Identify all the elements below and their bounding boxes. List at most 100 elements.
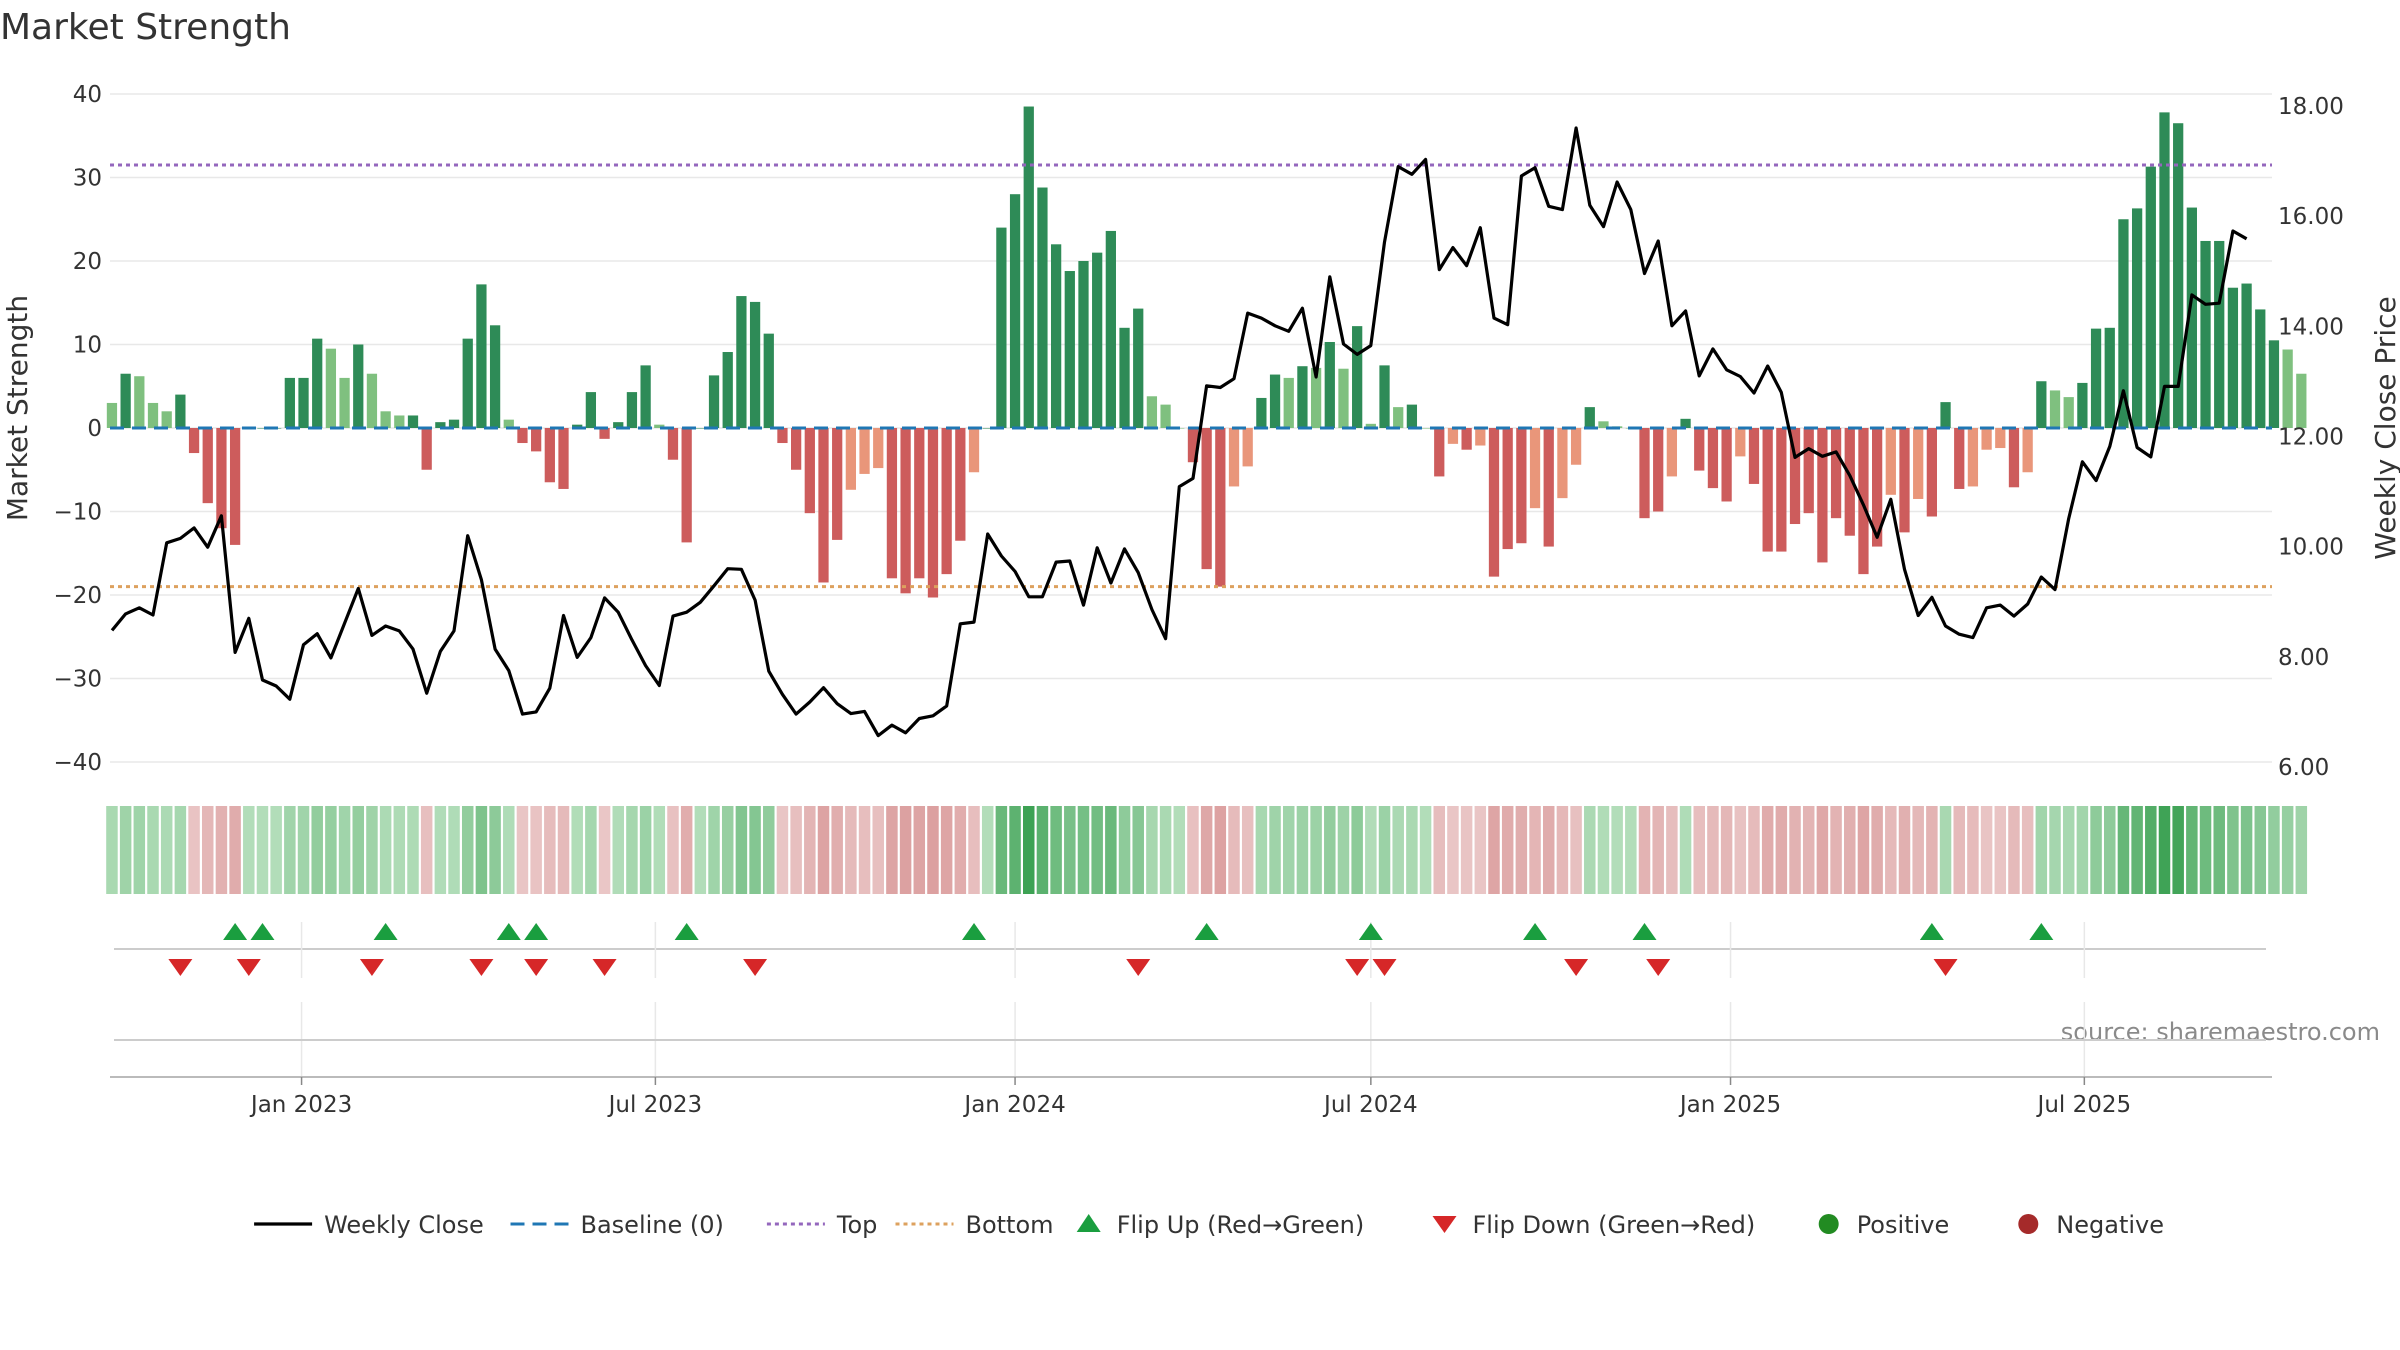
- heat-band-cell: [845, 806, 857, 894]
- strength-bar: [229, 428, 241, 545]
- heat-band-cell: [571, 806, 583, 894]
- heat-band-cell: [2090, 806, 2102, 894]
- heat-band-cell: [1666, 806, 1678, 894]
- heat-band-cell: [790, 806, 802, 894]
- strength-bar: [435, 422, 446, 428]
- strength-bar: [2131, 208, 2143, 428]
- heat-band-cell: [1159, 806, 1172, 894]
- legend-label: Flip Down (Green→Red): [1473, 1211, 1756, 1239]
- flip-up-marker: [223, 923, 248, 940]
- flip-down-marker: [1345, 959, 1370, 976]
- heat-band-cell: [1926, 806, 1938, 894]
- strength-bar: [695, 428, 706, 429]
- heat-band-cell: [612, 806, 624, 894]
- heat-band-cell: [1365, 806, 1377, 894]
- strength-bar: [873, 428, 884, 469]
- heat-band-cell: [106, 806, 118, 894]
- strength-bar: [1981, 428, 1992, 450]
- strength-bar: [1872, 428, 1883, 547]
- legend-flip-up-symbol: [1076, 1214, 1101, 1232]
- heat-band-cell: [174, 806, 187, 894]
- strength-bar: [1529, 428, 1541, 509]
- heat-band-cell: [1748, 806, 1760, 894]
- flip-up-marker: [496, 923, 521, 940]
- heat-band-cell: [1474, 806, 1487, 894]
- strength-bar: [914, 428, 925, 579]
- strength-bar: [2296, 373, 2307, 428]
- heat-band-cell: [1324, 806, 1336, 894]
- strength-bar: [749, 301, 761, 428]
- y-right-tick-label: 6.00: [2278, 755, 2329, 781]
- heat-band-cell: [489, 806, 501, 894]
- flip-up-marker: [1194, 923, 1219, 940]
- strength-bar: [2022, 428, 2033, 473]
- strength-bar: [982, 428, 993, 429]
- strength-bars: [106, 106, 2307, 598]
- flip-up-marker: [1632, 923, 1657, 940]
- heat-band-cell: [1282, 806, 1295, 894]
- strength-bar: [1694, 428, 1705, 471]
- heat-band-cell: [2281, 806, 2294, 894]
- heat-band-cell: [831, 806, 843, 894]
- heat-band-cell: [1885, 806, 1897, 894]
- flip-down-marker: [359, 959, 384, 976]
- legend-label: Negative: [2056, 1211, 2164, 1239]
- strength-bar: [791, 428, 802, 470]
- legend-label: Baseline (0): [581, 1211, 724, 1239]
- heat-band-cell: [1488, 806, 1500, 894]
- flip-up-marker: [524, 923, 549, 940]
- strength-bar: [859, 428, 870, 474]
- strength-bar: [681, 428, 692, 543]
- strength-bar: [1488, 428, 1500, 577]
- strength-bar: [202, 428, 213, 504]
- strength-bar: [339, 377, 350, 428]
- y-axis-left: 40 30 20 10 0 −10 −20 −30 −40: [53, 82, 102, 776]
- heat-band-cell: [557, 806, 570, 894]
- heat-band-cell: [626, 806, 638, 894]
- heat-band-cell: [1077, 806, 1090, 894]
- flip-up-marker: [674, 923, 699, 940]
- strength-bar: [1023, 106, 1034, 429]
- strength-bar: [654, 424, 665, 428]
- strength-bar: [257, 428, 268, 429]
- strength-bar: [2049, 390, 2061, 428]
- heat-band-cell: [858, 806, 871, 894]
- flip-down-marker: [168, 959, 193, 976]
- heat-band-cell: [1597, 806, 1610, 894]
- strength-bar: [1543, 428, 1554, 547]
- heat-band-cell: [1132, 806, 1144, 894]
- strength-bar: [1954, 428, 1965, 489]
- strength-bar: [1776, 428, 1787, 552]
- x-tick-label: Jan 2025: [1678, 1092, 1781, 1118]
- strength-bar: [2214, 240, 2225, 428]
- strength-bar: [353, 344, 364, 428]
- strength-bar: [2118, 219, 2129, 428]
- heat-band-cell: [1036, 806, 1049, 894]
- flip-down-marker: [1646, 959, 1671, 976]
- strength-bar: [845, 428, 856, 490]
- heat-band-cell: [2076, 806, 2089, 894]
- heat-band-cell: [1871, 806, 1883, 894]
- heat-band-cell: [954, 806, 967, 894]
- strength-bar: [1365, 423, 1376, 428]
- heat-band-cell: [2145, 806, 2157, 894]
- legend-label: Top: [836, 1211, 878, 1239]
- strength-bar: [1735, 428, 1746, 457]
- strength-bar: [1516, 428, 1527, 544]
- heat-band-cell: [1050, 806, 1062, 894]
- heat-band-cell: [1994, 806, 2007, 894]
- heat-band-cell: [1173, 806, 1186, 894]
- flip-down-marker: [524, 959, 549, 976]
- strength-bar: [1502, 428, 1513, 550]
- heat-band-cell: [1570, 806, 1582, 894]
- y-left-tick-label: −30: [53, 667, 102, 693]
- heat-band-cell: [1802, 806, 1815, 894]
- heat-band-cell: [1310, 806, 1322, 894]
- strength-bar: [1762, 428, 1773, 552]
- y-right-tick-label: 10.00: [2278, 535, 2344, 561]
- y-right-tick-label: 12.00: [2278, 425, 2344, 451]
- strength-bar: [2063, 397, 2074, 428]
- heat-band-cell: [749, 806, 761, 894]
